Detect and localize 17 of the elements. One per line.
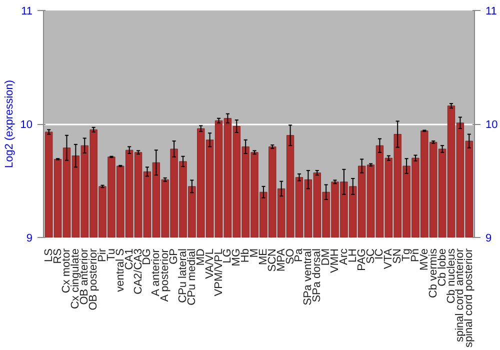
y2-tick-label: 11 [486, 6, 497, 18]
x-tick-label: Cb lobe [436, 248, 448, 286]
y2-tick-label: 9 [486, 232, 492, 244]
y2-tick-label: 10 [486, 119, 498, 131]
x-tick-label: SCN [266, 248, 278, 272]
x-tick-label: MVe [418, 248, 430, 271]
y-tick-label: 9 [26, 232, 33, 244]
x-tick-label: OB posterior [88, 248, 100, 310]
x-tick-label: RS [52, 248, 64, 264]
x-tick-label: CPu medial [186, 248, 198, 306]
y-tick-label: 11 [21, 6, 33, 18]
x-tick-label: Tg [400, 248, 413, 262]
x-tick-label: A posterior [159, 248, 172, 302]
y-tick-label: 10 [20, 119, 33, 131]
x-tick-label: spinal cord posterior [463, 248, 476, 348]
x-tick-label: Arc [338, 248, 350, 265]
y-axis-title: Log2 (expression) [3, 80, 16, 168]
